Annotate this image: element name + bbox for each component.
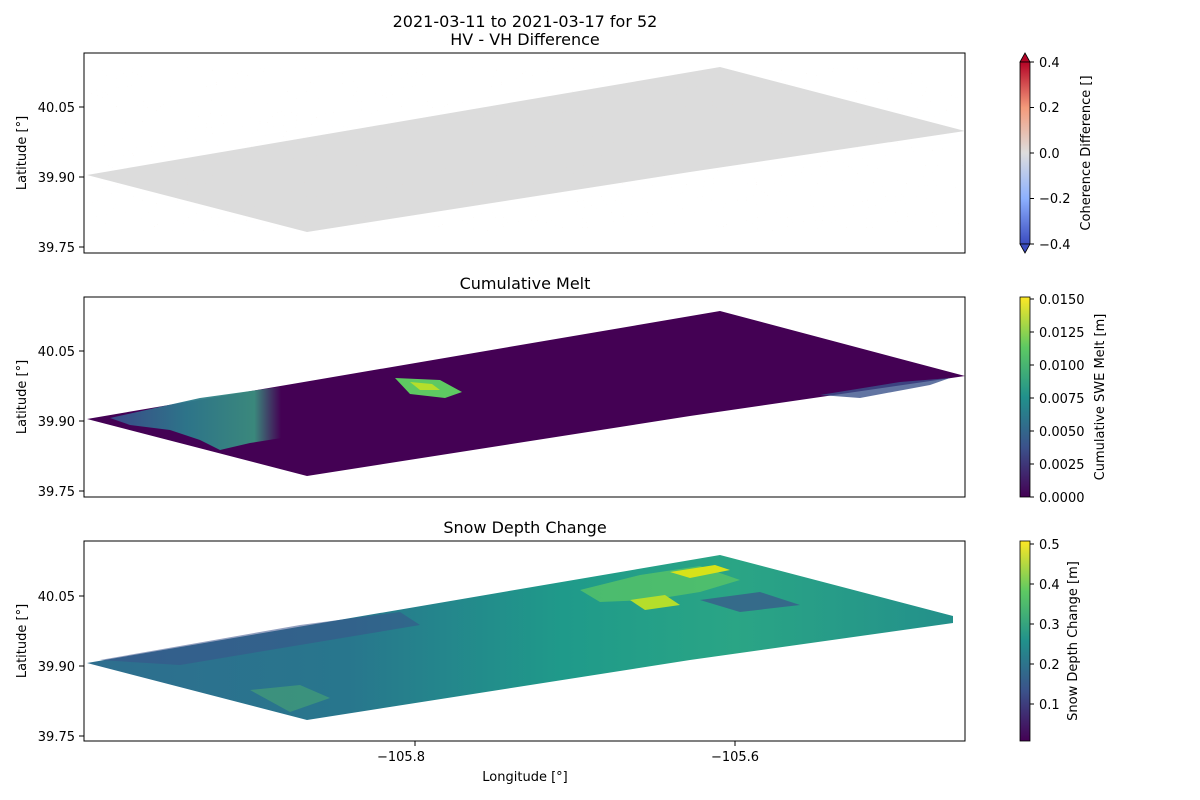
panel-1-speckle [87,67,965,232]
colorbar-2-tick: 0.0075 [1039,392,1085,407]
panel-3-ylabel: Latitude [°] [15,604,30,678]
colorbar-3-label: Snow Depth Change [m] [1066,561,1081,721]
colorbar-2-tick: 0.0050 [1039,425,1085,440]
colorbar-3-tick: 0.1 [1039,698,1060,713]
panel-2-swath [87,311,965,476]
panel-snow-depth-change: Snow Depth Change 40.05 39.90 39.75 Lati… [15,518,1081,785]
panel-2-ytick: 40.05 [38,345,75,360]
panel-1-ytick: 40.05 [38,101,75,116]
panel-cumulative-melt: Cumulative Melt 40.05 39.90 39.75 Latitu… [15,274,1108,506]
panel-3-peak-2 [630,595,680,610]
colorbar-2-tick: 0.0125 [1039,326,1085,341]
panel-2-melt-peak-core [410,382,440,390]
panel-3-ytick: 39.90 [38,660,75,675]
panel-2-ytick: 39.90 [38,415,75,430]
colorbar-2-tick: 0.0100 [1039,359,1085,374]
panel-1-ytick: 39.90 [38,171,75,186]
panel-hv-vh-difference: 2021-03-11 to 2021-03-17 for 52 HV - VH … [15,12,1094,256]
panel-1-title-line-2: HV - VH Difference [450,30,599,49]
panel-1-y-axis: 40.05 39.90 39.75 Latitude [°] [15,101,84,256]
colorbar-3-tick: 0.5 [1039,538,1060,553]
colorbar-2-tick: 0.0150 [1039,293,1085,308]
colorbar-1-tick: −0.2 [1039,192,1071,207]
panel-1-ytick: 39.75 [38,241,75,256]
colorbar-3-tick: 0.2 [1039,658,1060,673]
colorbar-3-tick: 0.4 [1039,578,1060,593]
panel-3-mid-patch [250,685,330,712]
panel-3-low-patch [700,592,800,612]
panel-2-ytick: 39.75 [38,485,75,500]
panel-2-title: Cumulative Melt [460,274,591,293]
colorbar-snow-depth: 0.5 0.4 0.3 0.2 0.1 Snow Depth Change [m… [1019,538,1081,742]
panel-3-peak-1 [670,565,730,578]
panel-1-title-line-1: 2021-03-11 to 2021-03-17 for 52 [393,12,658,31]
colorbar-1-tick: −0.4 [1039,238,1071,253]
panel-2-ylabel: Latitude [°] [15,360,30,434]
colorbar-2-tick: 0.0000 [1039,491,1085,506]
colorbar-1-tick: 0.0 [1039,147,1060,162]
panel-2-melt-band [110,372,490,450]
colorbar-1-label: Coherence Difference [] [1079,75,1094,230]
panel-2-y-axis: 40.05 39.90 39.75 Latitude [°] [15,345,84,500]
panel-3-xtick: −105.8 [377,750,425,765]
panel-3-title: Snow Depth Change [443,518,606,537]
panel-3-x-axis: −105.8 −105.6 Longitude [°] [377,741,759,785]
colorbar-1-tick: 0.2 [1039,101,1060,116]
panel-3-y-axis: 40.05 39.90 39.75 Latitude [°] [15,590,84,745]
panel-3-xlabel: Longitude [°] [482,770,567,785]
panel-3-ytick: 39.75 [38,730,75,745]
panel-3-xtick: −105.6 [711,750,759,765]
panel-2-melt-east [820,378,950,398]
panel-1-ylabel: Latitude [°] [15,116,30,190]
panel-3-low-band [100,612,420,665]
colorbar-2-tick: 0.0025 [1039,458,1085,473]
colorbar-1-tick: 0.4 [1039,56,1060,71]
colorbar-swe-melt: 0.0150 0.0125 0.0100 0.0075 0.0050 0.002… [1019,293,1108,506]
colorbar-3-tick: 0.3 [1039,618,1060,633]
colorbar-coherence: 0.4 0.2 0.0 −0.2 −0.4 Coherence Differen… [1019,52,1094,254]
panel-3-ytick: 40.05 [38,590,75,605]
colorbar-2-label: Cumulative SWE Melt [m] [1093,314,1108,481]
